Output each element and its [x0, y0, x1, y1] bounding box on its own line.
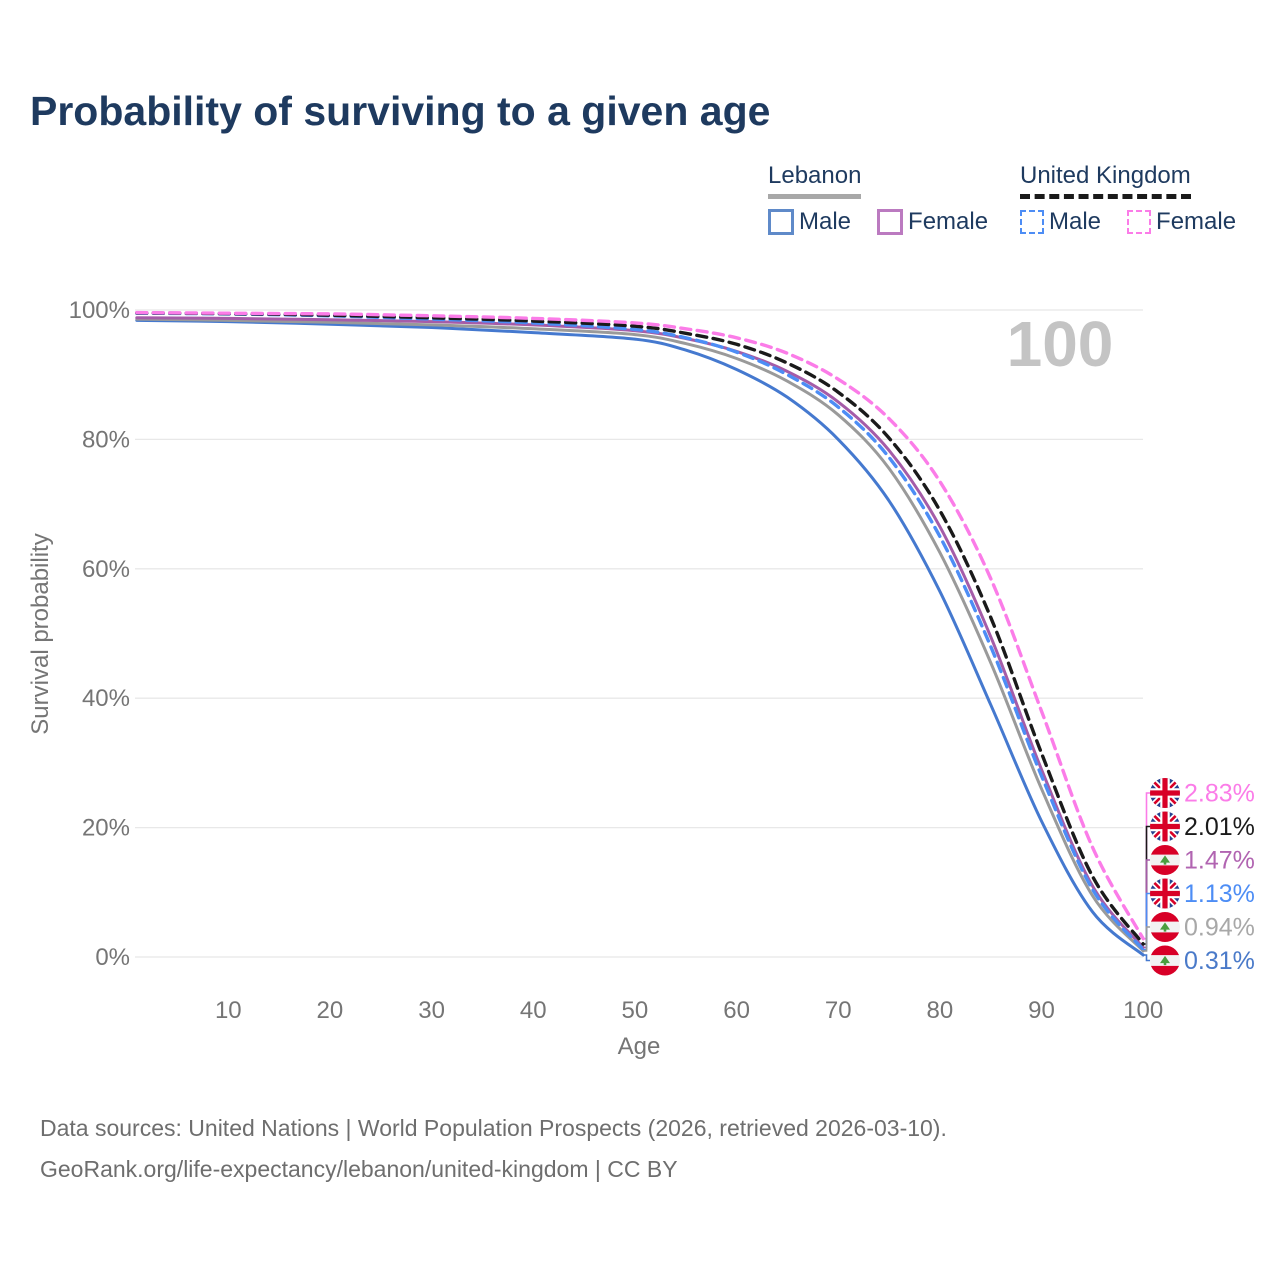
curve-lebanon-male[interactable] [135, 318, 1145, 957]
age-annotation: 100 [1007, 308, 1114, 380]
y-tick-label-80: 80% [82, 426, 130, 453]
legend-country-uk-label: United Kingdom [1020, 162, 1191, 189]
flag-uk-icon [1150, 778, 1180, 808]
y-tick-label-20: 20% [82, 815, 130, 842]
x-tick-label-60: 60 [723, 997, 750, 1024]
end-value-label-0: 2.83% [1184, 780, 1255, 808]
curve-lebanon-all[interactable] [135, 317, 1145, 953]
x-tick-label-70: 70 [825, 997, 852, 1024]
leader-line-3 [1143, 892, 1150, 951]
curve-united-kingdom-all[interactable] [135, 311, 1145, 946]
legend-label-lebanon-female: Female [908, 208, 989, 235]
x-tick-label-20: 20 [317, 997, 344, 1024]
x-axis-label: Age [618, 1033, 661, 1060]
end-value-label-2: 1.47% [1184, 847, 1255, 875]
legend-group-uk: United Kingdom Male Female [1020, 162, 1236, 236]
legend: Lebanon Male Female United Kingdom Male … [0, 162, 1280, 252]
y-tick-label-60: 60% [82, 556, 130, 583]
end-value-label-4: 0.94% [1184, 914, 1255, 942]
legend-group-lebanon: Lebanon Male Female [768, 162, 988, 236]
legend-label-lebanon-male: Male [799, 208, 852, 235]
legend-country-lebanon: Lebanon [768, 162, 862, 199]
x-tick-label-100: 100 [1123, 997, 1163, 1024]
curve-lebanon-female[interactable] [135, 316, 1145, 949]
end-value-label-5: 0.31% [1184, 947, 1255, 975]
page-title: Probability of surviving to a given age [30, 88, 771, 134]
footer-data-sources: Data sources: United Nations | World Pop… [40, 1115, 947, 1141]
y-axis-label: Survival probability [27, 533, 54, 734]
legend-swatch-uk-male[interactable] [1020, 210, 1044, 234]
leader-line-4 [1143, 926, 1150, 952]
x-tick-label-10: 10 [215, 997, 242, 1024]
end-value-label-3: 1.13% [1184, 880, 1255, 908]
footer: Data sources: United Nations | World Pop… [40, 1108, 947, 1190]
end-value-label-1: 2.01% [1184, 813, 1255, 841]
x-tick-label-30: 30 [418, 997, 445, 1024]
flag-uk-icon [1150, 812, 1180, 842]
x-tick-label-40: 40 [520, 997, 547, 1024]
legend-swatch-lebanon-male[interactable] [768, 209, 794, 235]
flag-lebanon-icon [1150, 845, 1180, 875]
curve-united-kingdom-female[interactable] [135, 310, 1145, 941]
lebanon-solid-line-sample [768, 194, 862, 199]
y-tick-label-40: 40% [82, 685, 130, 712]
legend-label-uk-female: Female [1156, 208, 1237, 235]
uk-dashed-line-sample [1020, 194, 1191, 199]
legend-swatch-lebanon-female[interactable] [877, 209, 904, 235]
legend-label-uk-male: Male [1049, 208, 1102, 235]
flag-uk-icon [1150, 879, 1180, 909]
x-tick-label-80: 80 [927, 997, 954, 1024]
legend-country-uk: United Kingdom [1020, 162, 1191, 199]
x-tick-label-90: 90 [1028, 997, 1055, 1024]
leader-line-5 [1143, 954, 1150, 962]
curve-united-kingdom-male[interactable] [135, 311, 1145, 952]
x-tick-label-50: 50 [622, 997, 649, 1024]
legend-swatch-uk-female[interactable] [1127, 210, 1152, 234]
flag-lebanon-icon [1150, 912, 1180, 942]
legend-country-lebanon-label: Lebanon [768, 162, 862, 189]
flag-lebanon-icon [1150, 946, 1180, 976]
footer-url: GeoRank.org/life-expectancy/lebanon/unit… [40, 1156, 678, 1182]
y-tick-label-0: 0% [95, 944, 130, 971]
y-tick-label-100: 100% [69, 297, 130, 324]
